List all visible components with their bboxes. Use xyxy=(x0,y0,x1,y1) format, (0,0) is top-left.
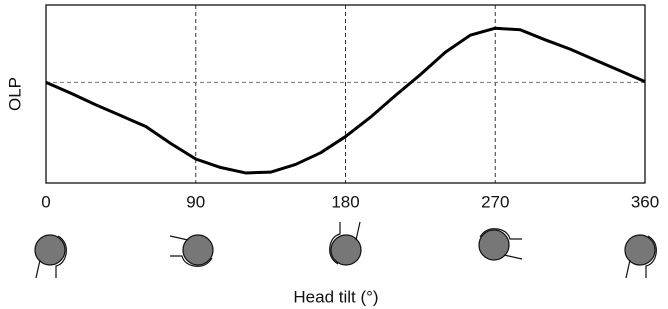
x-axis-label: Head tilt (°) xyxy=(293,287,378,306)
head-icon xyxy=(625,235,656,278)
x-tick-label: 0 xyxy=(41,192,50,211)
chart: OLP Head tilt (°) 0 90 180 270 360 xyxy=(0,0,668,309)
y-axis-label: OLP xyxy=(5,77,24,111)
x-tick-label: 90 xyxy=(186,192,205,211)
head-icon xyxy=(170,235,213,266)
head-icon xyxy=(479,229,522,260)
x-tick-label: 360 xyxy=(631,192,659,211)
plot-frame xyxy=(46,5,645,183)
head-icon xyxy=(35,235,66,278)
head-icons xyxy=(35,222,656,278)
x-tick-label: 180 xyxy=(331,192,359,211)
x-tick-label: 270 xyxy=(481,192,509,211)
head-icon xyxy=(330,222,361,265)
